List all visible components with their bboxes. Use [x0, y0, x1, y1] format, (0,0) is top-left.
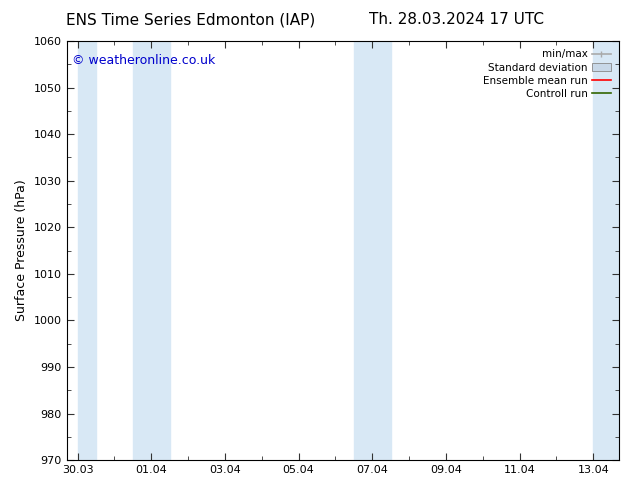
Y-axis label: Surface Pressure (hPa): Surface Pressure (hPa): [15, 180, 28, 321]
Text: ENS Time Series Edmonton (IAP): ENS Time Series Edmonton (IAP): [65, 12, 315, 27]
Text: Th. 28.03.2024 17 UTC: Th. 28.03.2024 17 UTC: [369, 12, 544, 27]
Bar: [354, 41, 391, 460]
Legend: min/max, Standard deviation, Ensemble mean run, Controll run: min/max, Standard deviation, Ensemble me…: [480, 46, 614, 102]
Text: © weatheronline.co.uk: © weatheronline.co.uk: [72, 53, 216, 67]
Bar: [593, 41, 619, 460]
Bar: [133, 41, 170, 460]
Bar: [77, 41, 96, 460]
